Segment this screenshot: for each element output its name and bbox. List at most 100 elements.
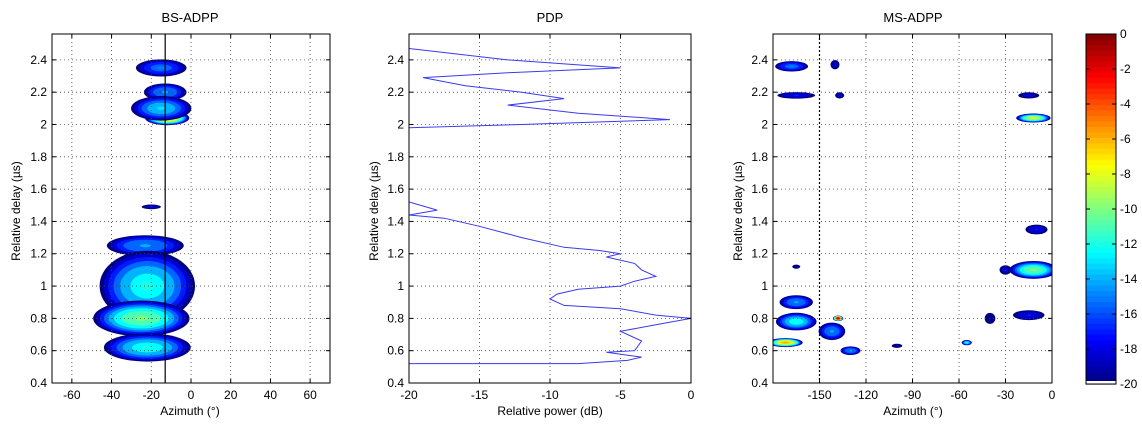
colorbar-segment [1086, 274, 1116, 281]
ms-adpp-blob [965, 341, 968, 344]
bs-adpp-blob [157, 66, 165, 70]
bs-adpp-blob [157, 106, 166, 111]
ms-adpp-xtick-label: -90 [904, 388, 922, 402]
ms-adpp-ylabel: Relative delay (µs) [731, 161, 745, 261]
pdp-ylabel: Relative delay (µs) [367, 161, 381, 261]
pdp-ytick-label: 1.4 [387, 214, 404, 228]
colorbar-segment [1086, 94, 1116, 101]
ms-adpp-ytick-label: 1.6 [751, 182, 768, 196]
colorbar-segment [1086, 345, 1116, 352]
bs-adpp-blob [141, 345, 154, 350]
colorbar-segment [1086, 55, 1116, 62]
colorbar-segment [1086, 165, 1116, 172]
colorbar-segment [1086, 241, 1116, 248]
pdp-ytick-label: 2 [397, 117, 404, 131]
bs-adpp-heatmap [93, 59, 196, 362]
colorbar-segment [1086, 225, 1116, 232]
bs-adpp-ytick-label: 2 [40, 117, 47, 131]
colorbar-segment [1086, 269, 1116, 276]
ms-adpp-ytick-label: 1.8 [751, 150, 768, 164]
bs-adpp-ytick-label: 1.6 [30, 182, 47, 196]
bs-adpp-ytick-label: 0.8 [30, 311, 47, 325]
bs-adpp-ytick-label: 1.4 [30, 214, 47, 228]
bs-adpp-ylabel: Relative delay (µs) [9, 161, 23, 261]
colorbar-segment [1086, 154, 1116, 161]
colorbar-segment [1086, 307, 1116, 314]
bs-adpp-panel: BS-ADPP Azimuth (°) Relative delay (µs) … [9, 10, 331, 418]
ms-adpp-ytick-label: 1.2 [751, 247, 768, 261]
pdp-xlabel: Relative power (dB) [497, 404, 602, 418]
ms-adpp-blob [838, 94, 841, 97]
colorbar-segment [1086, 285, 1116, 292]
bs-adpp-xtick-label: 0 [188, 388, 195, 402]
colorbar-segment [1086, 83, 1116, 90]
colorbar-segment [1086, 126, 1116, 134]
ms-adpp-heatmap [773, 60, 1052, 356]
bs-adpp-blob [139, 244, 151, 248]
ms-adpp-ytick-label: 2.4 [751, 53, 768, 67]
bs-adpp-xlabel: Azimuth (°) [160, 404, 219, 418]
colorbar-segment [1086, 219, 1116, 227]
colorbar-segment [1086, 99, 1116, 106]
bs-adpp-xtick-label: 40 [264, 388, 278, 402]
colorbar-tick-label: -8 [1120, 167, 1131, 181]
colorbar-segment [1086, 247, 1116, 254]
bs-adpp-ytick-label: 1.2 [30, 247, 47, 261]
colorbar-segment [1086, 121, 1116, 128]
colorbar-segment [1086, 230, 1116, 237]
ms-adpp-blob [793, 320, 800, 323]
colorbar-tick-label: -2 [1120, 62, 1131, 76]
ms-adpp-blob [1030, 268, 1037, 272]
colorbar-segment [1086, 340, 1116, 347]
ms-adpp-blob [793, 94, 800, 97]
pdp-xtick-label: -15 [471, 388, 489, 402]
pdp-xtick-label: -20 [400, 388, 418, 402]
colorbar-segment [1086, 323, 1116, 330]
colorbar-segment [1086, 192, 1116, 199]
colorbar-segment [1086, 203, 1116, 210]
bs-adpp-ytick-label: 1 [40, 279, 47, 293]
colorbar-segment [1086, 159, 1116, 166]
colorbar-segment [1086, 291, 1116, 298]
bs-adpp-blob [134, 315, 148, 321]
pdp-ytick-label: 2.2 [387, 85, 404, 99]
colorbar-segment [1086, 181, 1116, 188]
ms-adpp-grid [773, 34, 1052, 383]
bs-adpp-ytick-label: 2.2 [30, 85, 47, 99]
pdp-series-line [409, 48, 691, 365]
bs-adpp-xtick-label: 60 [303, 388, 317, 402]
ms-adpp-xtick-label: -150 [807, 388, 831, 402]
colorbar-segment [1086, 236, 1116, 243]
ms-adpp-ytick-label: 0.8 [751, 311, 768, 325]
ms-adpp-blob [1034, 228, 1039, 231]
ms-adpp-panel: MS-ADPP Azimuth (°) Relative delay (µs) … [731, 10, 1056, 418]
pdp-title: PDP [537, 10, 564, 25]
pdp-ytick-label: 1.2 [387, 247, 404, 261]
colorbar-segment [1086, 44, 1116, 52]
colorbar-tick-label: -20 [1120, 377, 1138, 391]
colorbar-segment [1086, 209, 1116, 216]
ms-adpp-xtick-label: -30 [997, 388, 1015, 402]
colorbar-segment [1086, 39, 1116, 46]
bs-adpp-xtick-label: -60 [63, 388, 81, 402]
ms-adpp-blob [834, 63, 836, 66]
bs-adpp-ytick-label: 1.8 [30, 150, 47, 164]
colorbar-segment [1086, 66, 1116, 73]
bs-adpp-grid [52, 34, 330, 383]
colorbar-segment [1086, 301, 1116, 309]
pdp-xtick-label: 0 [688, 388, 695, 402]
colorbar-segment [1086, 198, 1116, 205]
bs-adpp-xtick-label: -40 [103, 388, 121, 402]
ms-adpp-ytick-label: 0.4 [751, 376, 768, 390]
colorbar-segment [1086, 362, 1116, 369]
colorbar-segment [1086, 132, 1116, 139]
ms-adpp-xlabel: Azimuth (°) [883, 404, 942, 418]
bs-adpp-ytick-label: 0.6 [30, 344, 47, 358]
pdp-ytick-label: 0.4 [387, 376, 404, 390]
colorbar-tick-label: -4 [1120, 97, 1131, 111]
colorbar-segment [1086, 50, 1116, 57]
pdp-ytick-label: 1.6 [387, 182, 404, 196]
ms-adpp-blob [795, 265, 798, 268]
ms-adpp-blob [1026, 314, 1032, 316]
